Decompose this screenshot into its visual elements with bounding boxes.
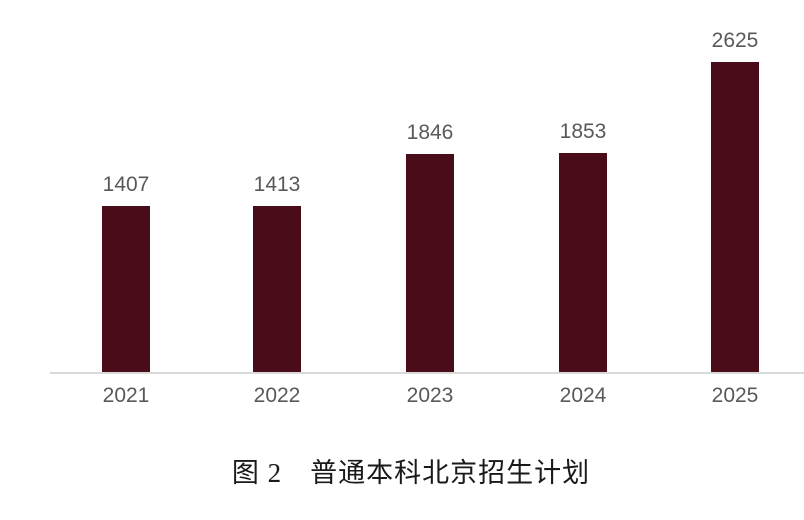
bar-2022 [253,206,301,373]
bar-2025 [711,62,759,373]
bar-2024 [559,153,607,373]
bar-value-label: 1407 [102,173,150,196]
x-tick-label-2021: 2021 [102,384,150,407]
bar-group-2023: 1846 [370,33,490,373]
chart-caption: 图 2 普通本科北京招生计划 [231,458,591,488]
x-tick-label-2025: 2025 [711,384,759,407]
bar-2023 [406,154,454,373]
bar-value-label: 2625 [711,29,759,52]
x-tick-label-2022: 2022 [253,384,301,407]
x-tick-label-2023: 2023 [406,384,454,407]
bar-2021 [102,206,150,373]
bar-value-label: 1846 [406,121,454,144]
bar-value-label: 1413 [253,173,301,196]
bar-group-2024: 1853 [523,33,643,373]
x-axis-line [50,372,804,374]
bar-group-2025: 2625 [675,29,795,373]
bar-value-label: 1853 [559,120,607,143]
bar-group-2021: 1407 [66,33,186,373]
x-tick-label-2024: 2024 [559,384,607,407]
bar-group-2022: 1413 [217,33,337,373]
